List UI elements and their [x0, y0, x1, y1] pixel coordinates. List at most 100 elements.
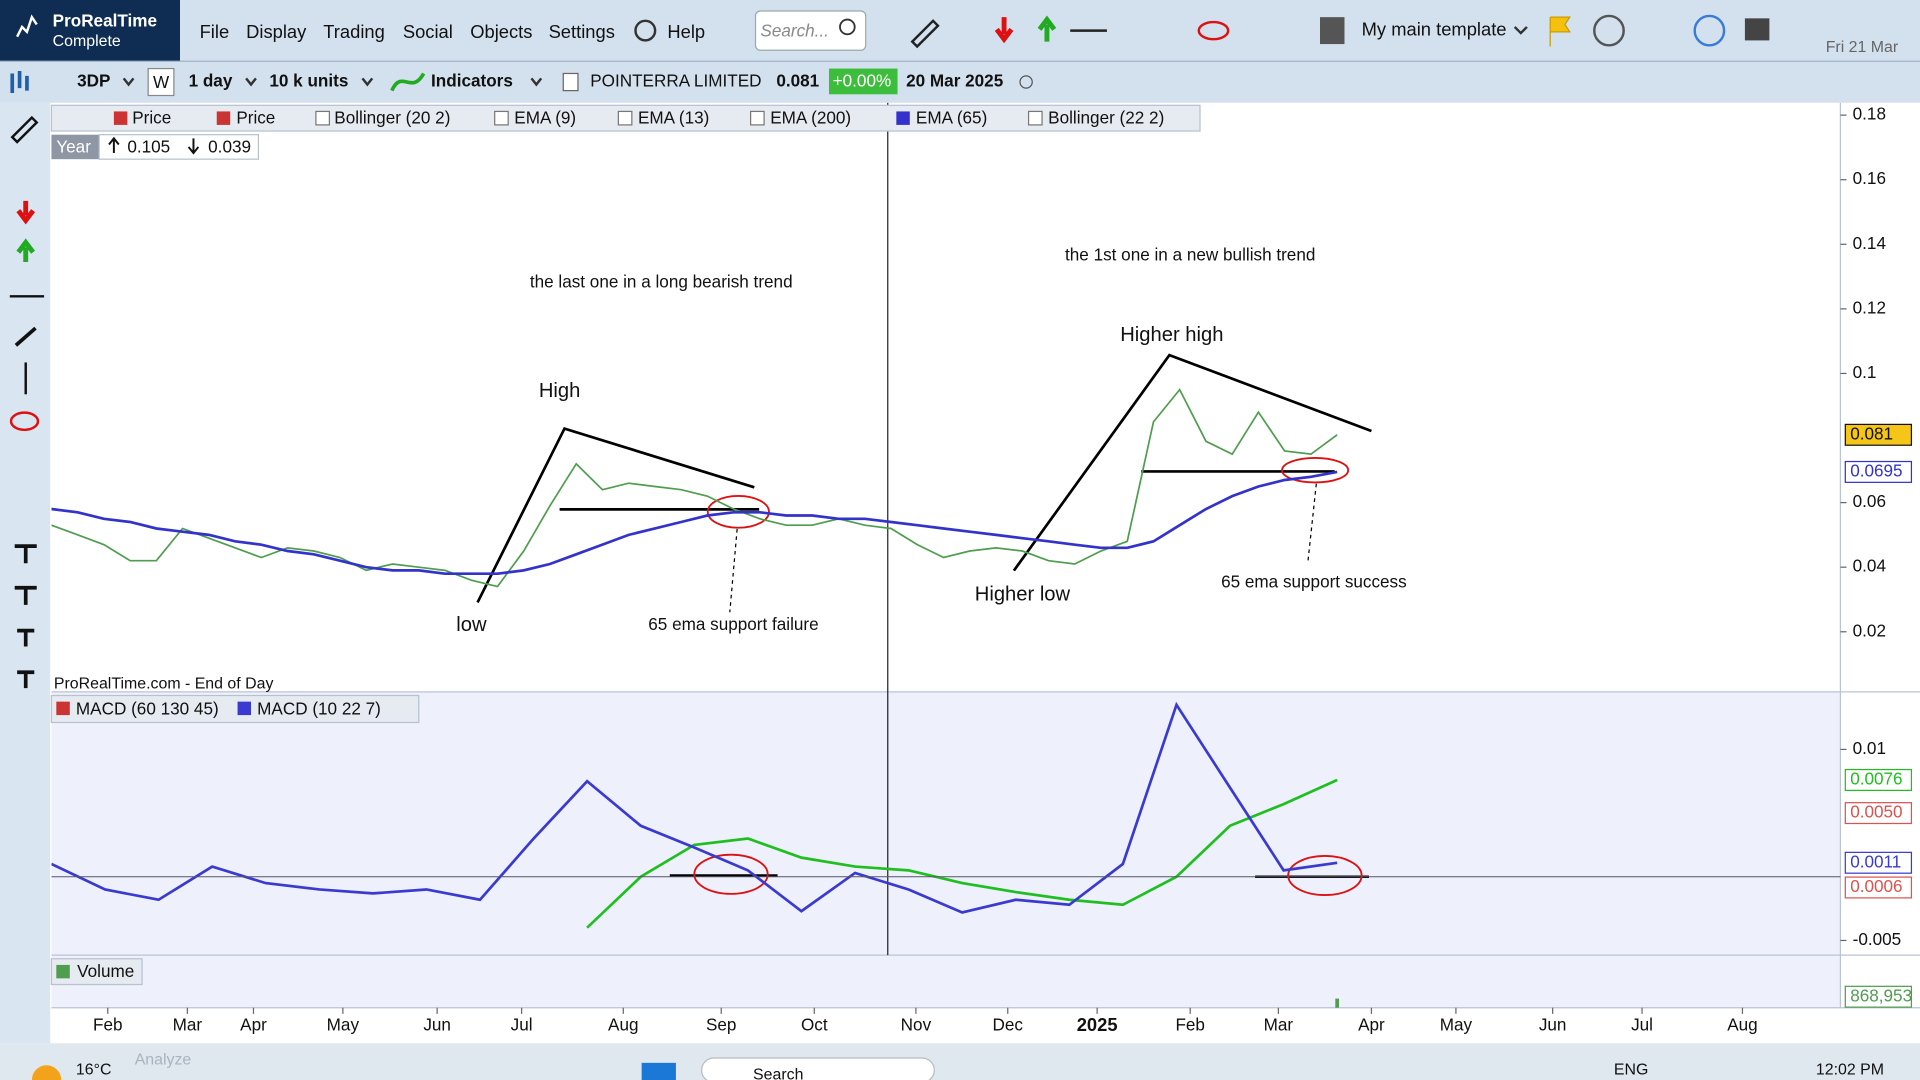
menu-item[interactable]: File — [200, 21, 230, 42]
legend-entry[interactable]: Price — [236, 107, 275, 127]
circle-marker — [693, 853, 769, 895]
annotation: the last one in a long bearish trend — [530, 271, 793, 291]
flag-icon[interactable] — [1549, 16, 1571, 47]
volume-bar — [1335, 998, 1339, 1008]
legend-entry[interactable]: Bollinger (20 2) — [334, 107, 450, 127]
template[interactable]: My main template — [1362, 18, 1507, 39]
menu-item[interactable]: Settings — [549, 21, 615, 42]
weekly[interactable]: W — [153, 72, 170, 92]
sell-icon[interactable] — [994, 17, 1014, 44]
dropdown[interactable] — [1513, 26, 1528, 35]
buy-tool[interactable] — [16, 238, 36, 263]
help-icon[interactable] — [634, 19, 657, 42]
ellipse-tool[interactable] — [1197, 20, 1230, 41]
x-tick-label: Apr — [1358, 1015, 1385, 1035]
indicators-icon[interactable] — [390, 72, 426, 92]
value-label: 0.0006 — [1850, 876, 1902, 896]
y-tick-label: -0.005 — [1853, 929, 1902, 949]
value-label-bg — [1844, 423, 1913, 446]
legend-entry[interactable]: MACD (10 22 7) — [257, 699, 381, 719]
y-tick-label: 0.06 — [1853, 491, 1886, 511]
search-placeholder[interactable]: Search... — [760, 20, 829, 40]
timeframe[interactable]: 1 day — [189, 71, 233, 91]
pencil-tool[interactable] — [10, 115, 39, 144]
x-tick-label: Mar — [1264, 1015, 1294, 1035]
legend-entry[interactable]: Volume — [77, 961, 134, 981]
legend-entry[interactable]: Price — [132, 107, 171, 127]
chart-icon[interactable] — [10, 71, 29, 94]
dropdown[interactable] — [530, 77, 543, 87]
legend-checkbox[interactable] — [494, 110, 509, 126]
menu-item[interactable]: Objects — [470, 21, 532, 42]
legend-entry[interactable]: EMA (9) — [514, 107, 576, 127]
menu-item[interactable]: Display — [246, 21, 307, 42]
year-box — [98, 134, 259, 160]
sync-icon[interactable] — [1693, 14, 1726, 47]
x-tick-label: Jul — [1631, 1015, 1653, 1035]
legend-entry[interactable]: EMA (200) — [770, 107, 851, 127]
buy-icon[interactable] — [1037, 15, 1057, 42]
menu-item[interactable]: Social — [403, 21, 453, 42]
trend-line — [1012, 353, 1372, 572]
change-box — [828, 68, 898, 95]
annotation: 65 ema support failure — [648, 614, 818, 634]
legend-swatch[interactable] — [896, 111, 910, 125]
x-tick-label: Jul — [511, 1015, 533, 1035]
series-group — [51, 701, 1841, 929]
x-tick-label: Nov — [901, 1015, 932, 1035]
save-icon[interactable] — [1320, 17, 1345, 45]
indicators[interactable]: Indicators — [431, 71, 513, 91]
menu-item[interactable]: Help — [667, 21, 705, 42]
x-tick-label: Oct — [801, 1015, 828, 1035]
info-icon[interactable] — [562, 72, 579, 92]
segment-tool[interactable] — [14, 326, 37, 347]
sell-tool[interactable] — [16, 200, 36, 225]
legend-checkbox[interactable] — [315, 110, 330, 126]
annotation: the 1st one in a new bullish trend — [1065, 244, 1315, 264]
x-tick-label: Aug — [1727, 1015, 1757, 1035]
taskbar-search-text[interactable]: Search — [753, 1066, 803, 1080]
sound-icon[interactable] — [1593, 14, 1625, 47]
value-label-bg — [1844, 768, 1913, 791]
menu-item[interactable]: Trading — [323, 21, 385, 42]
y-tick-label: 0.14 — [1853, 233, 1887, 253]
legend-swatch — [56, 964, 70, 979]
ticker[interactable]: 3DP — [77, 71, 110, 91]
search-icon[interactable] — [839, 18, 856, 36]
text-tool[interactable] — [14, 544, 37, 689]
weekly-box[interactable] — [147, 67, 175, 97]
status-dot — [1019, 75, 1033, 89]
search-box[interactable] — [754, 10, 867, 51]
legend-entry[interactable]: Bollinger (22 2) — [1048, 107, 1164, 127]
x-tick-label: May — [1440, 1015, 1473, 1035]
dashed-pointer — [729, 528, 738, 613]
start-button[interactable] — [641, 1062, 676, 1080]
annotation: Higher low — [975, 583, 1071, 605]
legend-checkbox[interactable] — [750, 110, 765, 126]
change: +0.00% — [833, 71, 892, 91]
last-price: 0.081 — [776, 71, 819, 91]
legend-entry[interactable]: MACD (60 130 45) — [76, 699, 219, 719]
legend-entry[interactable]: EMA (13) — [638, 107, 709, 127]
ellipse-tool[interactable] — [9, 411, 40, 432]
calc-icon[interactable] — [1744, 18, 1770, 41]
y-tick-label: 0.1 — [1853, 362, 1877, 382]
weather-icon — [31, 1065, 62, 1080]
tab: Analyze — [135, 1052, 192, 1069]
dropdown[interactable] — [122, 77, 135, 87]
annotation: 65 ema support success — [1221, 571, 1407, 591]
legend-entry[interactable]: EMA (65) — [916, 107, 987, 127]
circle-marker — [706, 495, 770, 529]
dropdown[interactable] — [245, 77, 257, 87]
units[interactable]: 10 k units — [269, 71, 348, 91]
taskbar-search[interactable] — [701, 1057, 935, 1080]
dropdown[interactable] — [361, 77, 374, 87]
y-tick-label: 0.16 — [1853, 168, 1886, 188]
edition: Complete — [53, 33, 121, 50]
legend-checkbox[interactable] — [1027, 110, 1043, 126]
series-group — [51, 388, 1338, 588]
pencil-icon[interactable] — [910, 19, 940, 49]
legend-checkbox[interactable] — [617, 110, 633, 126]
language: ENG — [1614, 1061, 1648, 1078]
